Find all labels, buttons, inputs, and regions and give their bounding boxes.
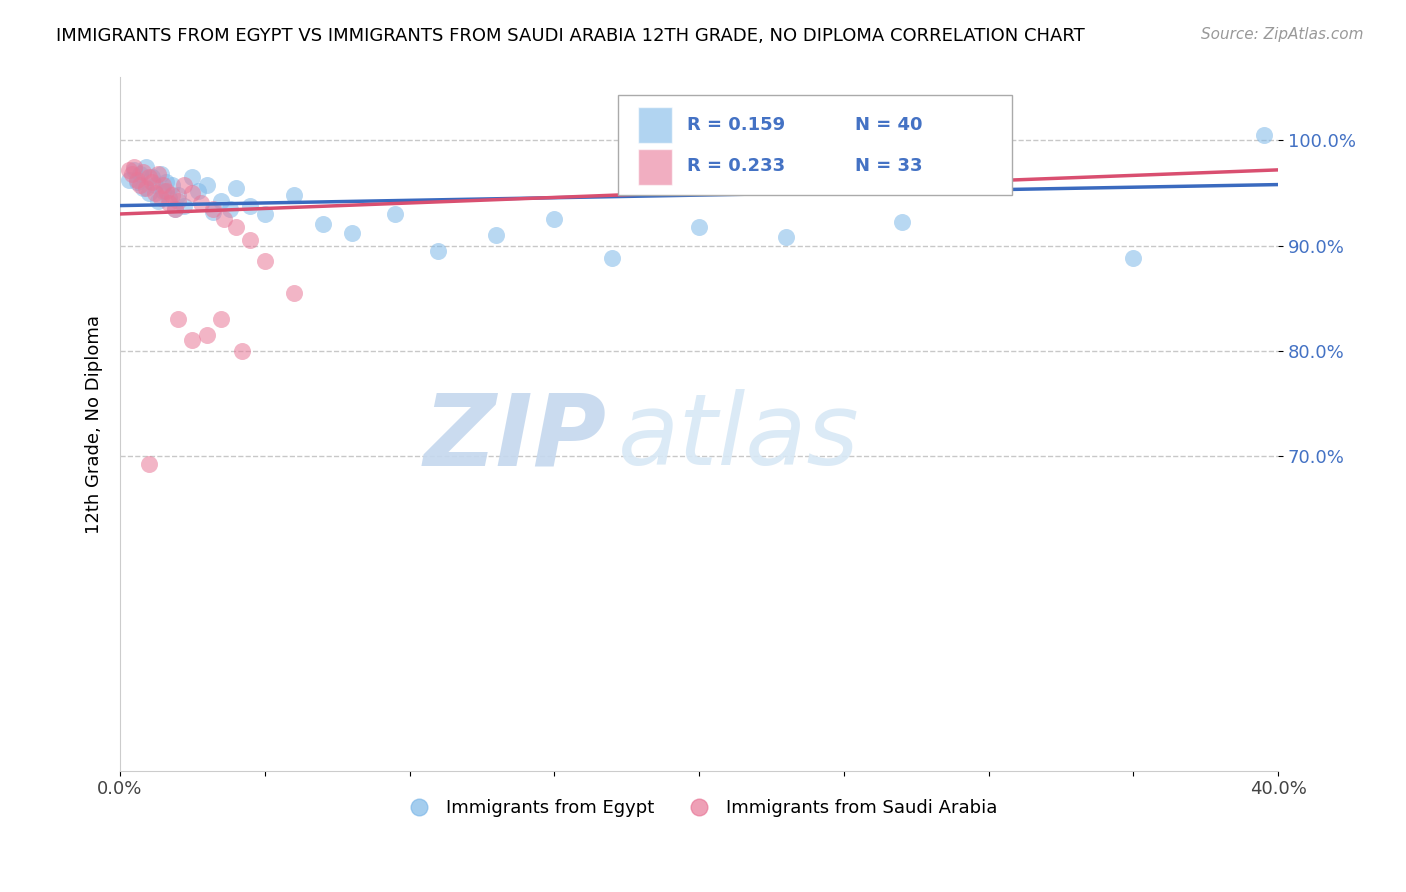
Point: [118, 162, 141, 177]
Point: [155, 184, 177, 198]
Point: [253, 254, 276, 268]
Point: [195, 327, 218, 342]
Point: [141, 170, 163, 185]
Point: [173, 198, 195, 212]
Point: [231, 343, 253, 358]
Point: [239, 198, 262, 212]
Point: [118, 173, 141, 187]
Point: [775, 230, 797, 244]
Point: [138, 457, 160, 471]
Legend: Immigrants from Egypt, Immigrants from Saudi Arabia: Immigrants from Egypt, Immigrants from S…: [394, 791, 1005, 824]
Point: [600, 251, 623, 265]
Text: IMMIGRANTS FROM EGYPT VS IMMIGRANTS FROM SAUDI ARABIA 12TH GRADE, NO DIPLOMA COR: IMMIGRANTS FROM EGYPT VS IMMIGRANTS FROM…: [56, 27, 1085, 45]
FancyBboxPatch shape: [619, 95, 1012, 195]
Point: [340, 226, 363, 240]
Point: [181, 333, 204, 347]
Text: N = 40: N = 40: [855, 116, 922, 134]
Point: [173, 178, 195, 192]
Point: [890, 215, 912, 229]
Point: [135, 160, 157, 174]
Point: [209, 194, 232, 209]
Text: N = 33: N = 33: [855, 157, 922, 175]
Text: R = 0.233: R = 0.233: [688, 157, 786, 175]
Point: [157, 196, 180, 211]
Point: [127, 173, 149, 187]
Point: [187, 184, 209, 198]
Point: [155, 176, 177, 190]
Point: [283, 285, 305, 300]
Text: Source: ZipAtlas.com: Source: ZipAtlas.com: [1201, 27, 1364, 42]
Point: [543, 212, 565, 227]
Point: [195, 178, 218, 192]
Point: [167, 194, 190, 209]
Point: [181, 186, 204, 200]
Point: [132, 165, 155, 179]
Point: [121, 167, 143, 181]
Point: [209, 312, 232, 326]
Point: [253, 207, 276, 221]
Bar: [638, 149, 672, 185]
Text: atlas: atlas: [619, 390, 859, 486]
Point: [138, 186, 160, 200]
Point: [129, 178, 152, 192]
Point: [149, 191, 172, 205]
Text: R = 0.159: R = 0.159: [688, 116, 786, 134]
Point: [163, 202, 186, 216]
Point: [135, 180, 157, 194]
Point: [427, 244, 450, 258]
Point: [143, 186, 166, 200]
Point: [143, 178, 166, 192]
Point: [225, 219, 247, 234]
Point: [146, 167, 169, 181]
Text: ZIP: ZIP: [423, 390, 606, 486]
Point: [190, 196, 212, 211]
Point: [152, 178, 174, 192]
Point: [384, 207, 406, 221]
Point: [129, 167, 152, 181]
Point: [225, 180, 247, 194]
Point: [219, 202, 242, 216]
Point: [132, 180, 155, 194]
Point: [239, 233, 262, 247]
Point: [163, 202, 186, 216]
Point: [283, 188, 305, 202]
Point: [160, 178, 183, 192]
Point: [141, 176, 163, 190]
Bar: [638, 107, 672, 144]
Point: [167, 312, 190, 326]
Point: [167, 188, 190, 202]
Point: [212, 212, 235, 227]
Point: [1122, 251, 1144, 265]
Point: [201, 205, 224, 219]
Point: [688, 219, 710, 234]
Point: [152, 184, 174, 198]
Point: [146, 194, 169, 209]
Point: [127, 176, 149, 190]
Point: [124, 162, 146, 177]
Point: [149, 167, 172, 181]
Point: [160, 188, 183, 202]
Point: [311, 218, 333, 232]
Point: [485, 227, 508, 242]
Point: [157, 191, 180, 205]
Point: [1253, 128, 1275, 143]
Point: [124, 160, 146, 174]
Point: [201, 202, 224, 216]
Y-axis label: 12th Grade, No Diploma: 12th Grade, No Diploma: [86, 315, 103, 533]
Point: [181, 170, 204, 185]
Point: [138, 170, 160, 185]
